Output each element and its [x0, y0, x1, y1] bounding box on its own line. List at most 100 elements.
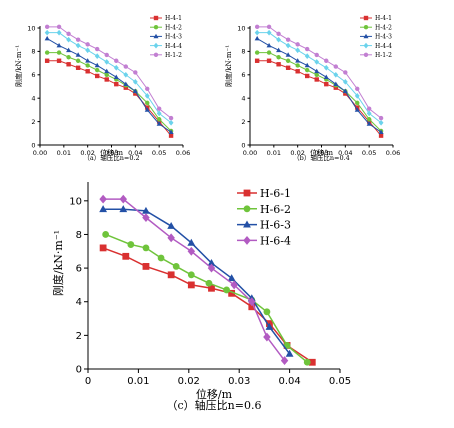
data-point	[378, 115, 384, 121]
legend-label: H-1-2	[375, 52, 392, 59]
data-point	[266, 58, 272, 63]
data-point	[99, 244, 107, 252]
data-point	[254, 58, 260, 63]
x-axis-label: 位移/m	[100, 148, 123, 157]
data-point	[323, 64, 329, 71]
series-H-6-2	[102, 231, 311, 366]
x-tick-label: 0.03	[228, 376, 250, 387]
data-point	[248, 297, 256, 307]
data-point	[295, 42, 300, 47]
legend-label: H-6-3	[260, 219, 291, 232]
y-tick-label: 8	[76, 230, 82, 241]
y-tick-label: 10	[237, 24, 245, 32]
x-tick-label: 0.05	[362, 149, 376, 157]
series-H-4-1	[254, 58, 384, 138]
data-point	[56, 58, 62, 63]
data-point	[85, 58, 91, 63]
legend-marker	[363, 42, 369, 49]
data-point	[95, 46, 100, 52]
data-point	[285, 52, 291, 57]
data-point	[303, 358, 311, 366]
y-tick-label: 4	[31, 94, 35, 102]
data-point	[305, 46, 310, 52]
data-point	[104, 72, 109, 78]
data-point	[323, 74, 329, 80]
x-tick-label: 0.04	[278, 376, 300, 387]
data-point	[314, 77, 319, 82]
data-point	[280, 356, 289, 366]
series-H-6-4	[99, 194, 289, 366]
data-point	[75, 52, 81, 57]
data-point	[187, 238, 196, 246]
chart-panel-a: 0.00 0.01 0.02 0.03 0.04 0.05 0.06 0 2 4 6 8 10 位移/m 刚…	[14, 15, 190, 162]
data-point	[56, 24, 62, 30]
legend-label: H-4-2	[165, 24, 182, 31]
data-point	[263, 332, 271, 342]
data-point	[304, 53, 310, 59]
data-point	[276, 31, 281, 37]
data-point	[172, 263, 180, 270]
data-point	[133, 70, 138, 75]
data-point	[378, 129, 384, 134]
data-point	[266, 50, 272, 55]
data-point	[132, 88, 138, 94]
data-point	[142, 213, 150, 223]
x-tick-label: 0	[85, 376, 91, 387]
series-line	[103, 198, 286, 362]
data-point	[265, 322, 274, 330]
data-point	[187, 271, 195, 279]
data-point	[122, 252, 130, 260]
data-point	[119, 205, 128, 213]
x-tick-label: 0.00	[33, 149, 47, 157]
data-point	[324, 58, 329, 63]
legend-label: H-4-3	[165, 34, 182, 41]
data-point	[85, 47, 91, 54]
y-axis-label: 刚度/kN·m⁻¹	[14, 45, 23, 87]
legend-marker	[153, 25, 159, 30]
data-point	[285, 37, 291, 42]
data-point	[95, 67, 100, 73]
y-tick-label: 10	[27, 24, 35, 32]
chart-panel-b: 0.00 0.01 0.02 0.03 0.04 0.05 0.06 0 2 4 6 8 10 位移/m 刚…	[224, 15, 400, 162]
data-point	[99, 194, 107, 204]
data-point	[44, 29, 50, 36]
data-point	[333, 85, 338, 90]
legend: H-6-1 H-6-2 H-6-3 H-6-4	[237, 187, 291, 247]
series-H-4-1	[44, 58, 174, 138]
x-tick-label: 0.01	[127, 376, 149, 387]
data-point	[343, 70, 348, 75]
x-tick-label: 0.06	[176, 149, 190, 157]
data-point	[168, 115, 174, 121]
data-point	[167, 271, 175, 279]
data-point	[123, 85, 128, 90]
data-point	[266, 24, 272, 30]
x-tick-label: 0.04	[128, 149, 142, 157]
series-H-4-3	[44, 35, 174, 134]
data-point	[85, 63, 90, 68]
data-point	[66, 36, 72, 43]
data-point	[114, 81, 119, 87]
data-point	[95, 73, 100, 79]
data-point	[254, 35, 260, 41]
legend-marker	[153, 52, 159, 57]
data-point	[168, 119, 174, 126]
x-tick-label: 0.06	[386, 149, 400, 157]
data-point	[355, 86, 360, 92]
y-tick-label: 10	[69, 196, 82, 207]
legend-marker	[243, 205, 251, 213]
data-point	[285, 58, 291, 63]
chart-caption: （a）轴压比n=0.2	[83, 153, 139, 162]
data-point	[75, 58, 81, 63]
data-point	[66, 55, 71, 60]
data-point	[266, 42, 272, 48]
chart-caption: （c）轴压比n=0.6	[167, 398, 262, 412]
legend-label: H-4-4	[375, 43, 392, 50]
y-tick-label: 0	[241, 141, 245, 149]
y-tick-label: 8	[241, 48, 245, 56]
data-point	[355, 100, 360, 106]
data-point	[44, 58, 50, 63]
x-tick-label: 0.05	[329, 376, 351, 387]
x-tick-label: 0.01	[267, 149, 281, 157]
x-tick-label: 0.02	[178, 376, 200, 387]
series-line	[47, 52, 172, 132]
